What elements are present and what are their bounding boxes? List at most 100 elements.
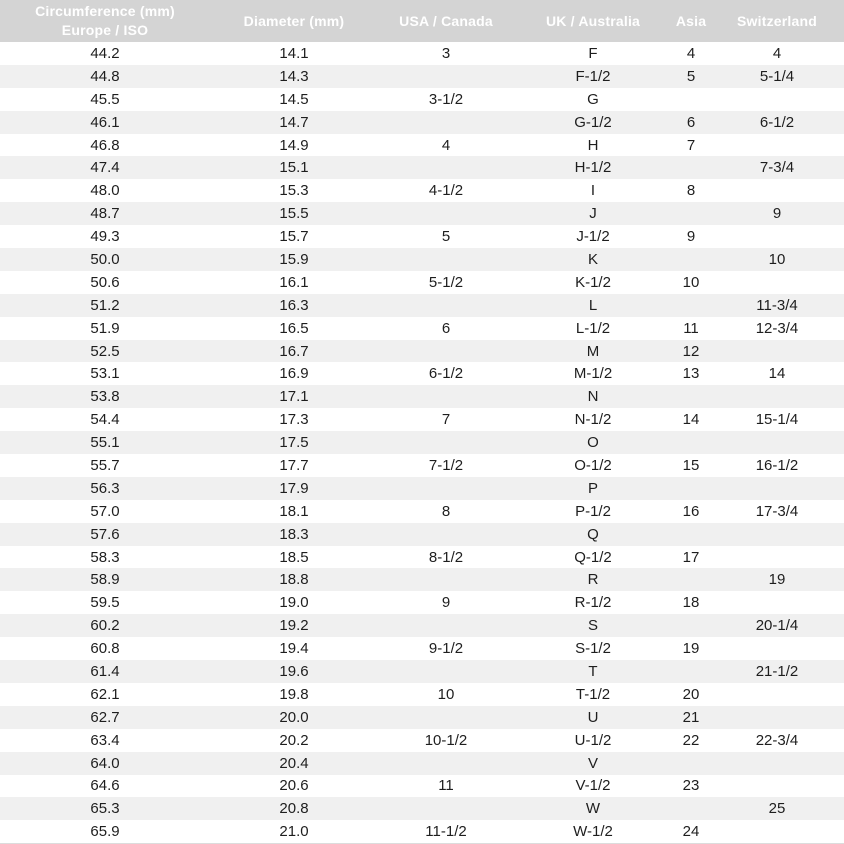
table-row: 65.3 20.8 W 25 bbox=[0, 797, 844, 821]
cell-usa-canada bbox=[378, 797, 514, 820]
cell-circumference: 64.0 bbox=[90, 754, 120, 772]
cell-diameter: 19.0 bbox=[279, 594, 309, 612]
cell-uk-australia: R bbox=[587, 571, 599, 589]
cell-asia: 11 bbox=[683, 319, 699, 337]
cell-switzerland: 14 bbox=[768, 365, 786, 383]
cell-switzerland: 25 bbox=[768, 800, 786, 818]
cell-switzerland: 11-3/4 bbox=[756, 296, 798, 314]
cell-usa-canada bbox=[378, 752, 514, 775]
cell-circumference: 63.4 bbox=[90, 731, 120, 749]
col-header-circumference-line1: Circumference (mm) bbox=[35, 3, 175, 20]
cell-switzerland: 4 bbox=[772, 44, 782, 62]
cell-usa-canada bbox=[378, 294, 514, 317]
table-row: 65.9 21.0 11-1/2 W-1/2 24 bbox=[0, 820, 844, 844]
table-row: 48.7 15.5 J 9 bbox=[0, 202, 844, 226]
table-row: 55.1 17.5 O bbox=[0, 431, 844, 455]
cell-usa-canada: 11-1/2 bbox=[425, 823, 467, 841]
col-header-circumference-line2: Europe / ISO bbox=[61, 22, 149, 38]
cell-uk-australia: G-1/2 bbox=[574, 113, 612, 131]
cell-circumference: 51.2 bbox=[90, 296, 120, 314]
cell-circumference: 53.1 bbox=[90, 365, 120, 383]
cell-switzerland bbox=[710, 591, 844, 614]
cell-switzerland bbox=[710, 637, 844, 660]
cell-switzerland bbox=[710, 546, 844, 569]
cell-uk-australia: O-1/2 bbox=[574, 456, 612, 474]
cell-diameter: 20.8 bbox=[279, 800, 309, 818]
cell-circumference: 58.9 bbox=[90, 571, 120, 589]
table-row: 58.9 18.8 R 19 bbox=[0, 568, 844, 592]
cell-switzerland bbox=[710, 477, 844, 500]
cell-uk-australia: J-1/2 bbox=[576, 228, 610, 246]
cell-usa-canada bbox=[378, 340, 514, 363]
cell-asia bbox=[672, 568, 710, 591]
cell-switzerland bbox=[710, 706, 844, 729]
cell-circumference: 57.0 bbox=[90, 502, 120, 520]
cell-diameter: 16.9 bbox=[279, 365, 309, 383]
table-row: 53.1 16.9 6-1/2 M-1/2 13 14 bbox=[0, 362, 844, 386]
cell-uk-australia: K bbox=[587, 250, 598, 268]
cell-uk-australia: G bbox=[587, 90, 599, 108]
table-row: 46.8 14.9 4 H 7 bbox=[0, 133, 844, 157]
cell-usa-canada: 4 bbox=[441, 136, 451, 154]
cell-uk-australia: V bbox=[587, 754, 598, 772]
cell-uk-australia: U-1/2 bbox=[574, 731, 612, 749]
header-row: Circumference (mm) Europe / ISO Diameter… bbox=[0, 0, 844, 42]
cell-circumference: 44.2 bbox=[90, 44, 120, 62]
cell-asia bbox=[672, 523, 710, 546]
cell-asia bbox=[672, 202, 710, 225]
table-row: 47.4 15.1 H-1/2 7-3/4 bbox=[0, 156, 844, 180]
cell-asia bbox=[672, 660, 710, 683]
cell-uk-australia: K-1/2 bbox=[575, 273, 611, 291]
cell-uk-australia: F bbox=[588, 44, 598, 62]
cell-circumference: 55.1 bbox=[90, 434, 120, 452]
cell-switzerland bbox=[710, 752, 844, 775]
cell-switzerland bbox=[710, 179, 844, 202]
cell-diameter: 18.5 bbox=[279, 548, 309, 566]
table-row: 56.3 17.9 P bbox=[0, 476, 844, 500]
cell-uk-australia: V-1/2 bbox=[575, 777, 611, 795]
cell-asia: 17 bbox=[682, 548, 700, 566]
cell-usa-canada: 5 bbox=[441, 228, 451, 246]
cell-diameter: 19.8 bbox=[279, 685, 309, 703]
cell-asia: 6 bbox=[686, 113, 696, 131]
cell-asia: 12 bbox=[682, 342, 700, 360]
cell-asia: 20 bbox=[682, 685, 700, 703]
cell-usa-canada: 6 bbox=[441, 319, 451, 337]
cell-uk-australia: I bbox=[590, 182, 596, 200]
cell-diameter: 16.5 bbox=[279, 319, 309, 337]
cell-diameter: 14.3 bbox=[279, 67, 309, 85]
table-row: 59.5 19.0 9 R-1/2 18 bbox=[0, 591, 844, 615]
cell-usa-canada bbox=[378, 248, 514, 271]
cell-circumference: 49.3 bbox=[90, 228, 120, 246]
cell-switzerland bbox=[710, 225, 844, 248]
cell-uk-australia: P bbox=[587, 479, 598, 497]
table-row: 62.7 20.0 U 21 bbox=[0, 705, 844, 729]
cell-asia: 18 bbox=[682, 594, 700, 612]
cell-diameter: 18.3 bbox=[279, 525, 309, 543]
cell-diameter: 15.5 bbox=[279, 205, 309, 223]
cell-switzerland: 10 bbox=[768, 250, 786, 268]
cell-uk-australia: J bbox=[589, 205, 597, 223]
cell-usa-canada: 6-1/2 bbox=[428, 365, 464, 383]
cell-usa-canada bbox=[378, 477, 514, 500]
cell-usa-canada: 9 bbox=[441, 594, 451, 612]
cell-usa-canada: 9-1/2 bbox=[428, 640, 464, 658]
cell-usa-canada bbox=[378, 385, 514, 408]
cell-usa-canada: 7 bbox=[441, 411, 451, 429]
cell-asia bbox=[672, 614, 710, 637]
cell-usa-canada: 5-1/2 bbox=[428, 273, 464, 291]
cell-diameter: 14.7 bbox=[279, 113, 309, 131]
table-row: 64.6 20.6 11 V-1/2 23 bbox=[0, 774, 844, 798]
cell-circumference: 62.1 bbox=[90, 685, 120, 703]
cell-asia bbox=[672, 385, 710, 408]
cell-circumference: 59.5 bbox=[90, 594, 120, 612]
cell-uk-australia: T-1/2 bbox=[575, 685, 611, 703]
cell-uk-australia: H-1/2 bbox=[574, 159, 612, 177]
cell-circumference: 44.8 bbox=[90, 67, 120, 85]
cell-usa-canada: 3 bbox=[441, 44, 451, 62]
cell-asia: 22 bbox=[682, 731, 700, 749]
table-row: 57.0 18.1 8 P-1/2 16 17-3/4 bbox=[0, 499, 844, 523]
cell-usa-canada bbox=[378, 568, 514, 591]
table-header: Circumference (mm) Europe / ISO Diameter… bbox=[0, 0, 844, 42]
